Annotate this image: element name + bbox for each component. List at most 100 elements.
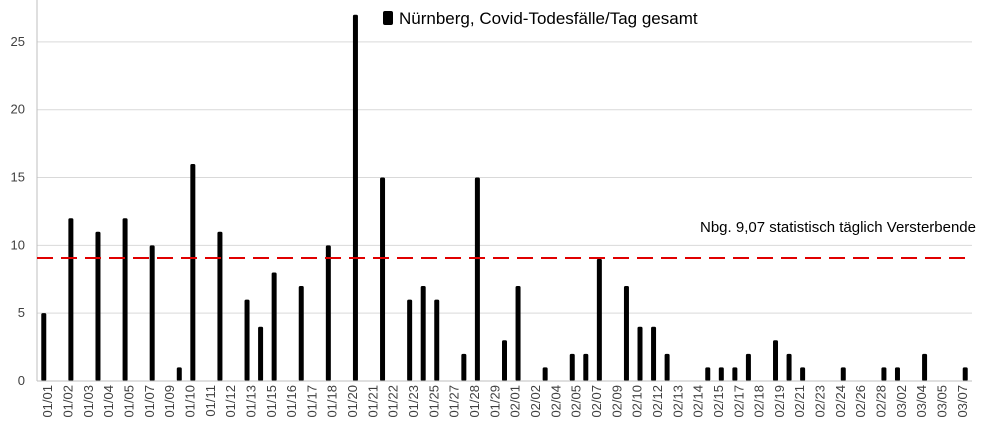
- bar: [217, 231, 223, 381]
- bar: [542, 367, 548, 381]
- bar: [718, 367, 724, 381]
- x-tick-label: 02/05: [569, 385, 584, 418]
- bar: [244, 299, 250, 381]
- bar: [732, 367, 738, 381]
- bar: [705, 367, 711, 381]
- bar: [122, 218, 128, 381]
- y-axis-ticks: 0 5 10 15 20 25: [11, 34, 25, 388]
- x-tick-label: 02/23: [813, 385, 828, 418]
- x-tick-label: 01/11: [203, 385, 218, 417]
- x-tick-label: 01/18: [325, 385, 340, 418]
- bar: [461, 353, 467, 381]
- bar: [95, 231, 101, 381]
- reference-label: Nbg. 9,07 statistisch täglich Versterben…: [700, 219, 976, 236]
- y-tick-label: 25: [11, 34, 25, 49]
- x-tick-label: 01/03: [81, 385, 96, 418]
- x-tick-label: 03/02: [894, 385, 909, 418]
- x-tick-label: 02/07: [589, 385, 604, 418]
- bar: [786, 353, 792, 381]
- bar: [434, 299, 440, 381]
- x-tick-label: 02/18: [752, 385, 767, 418]
- x-tick-label: 01/15: [264, 385, 279, 418]
- x-tick-label: 01/21: [365, 385, 380, 418]
- bar: [474, 177, 480, 381]
- x-tick-label: 03/05: [935, 385, 950, 418]
- y-tick-label: 0: [18, 373, 25, 388]
- bar: [380, 177, 386, 381]
- x-tick-label: 01/12: [223, 385, 238, 418]
- x-tick-label: 01/13: [243, 385, 258, 418]
- bar: [881, 367, 887, 381]
- y-tick-label: 10: [11, 237, 25, 252]
- bar: [800, 367, 806, 381]
- bar: [583, 353, 589, 381]
- x-tick-label: 02/19: [772, 385, 787, 418]
- bar: [623, 286, 629, 381]
- bar: [298, 286, 304, 381]
- legend-swatch: [383, 11, 393, 25]
- bar: [962, 367, 968, 381]
- bar: [922, 353, 928, 381]
- bar: [894, 367, 900, 381]
- legend-label: Nürnberg, Covid-Todesfälle/Tag gesamt: [399, 9, 698, 28]
- x-tick-label: 02/09: [609, 385, 624, 418]
- x-tick-label: 01/16: [284, 385, 299, 418]
- x-tick-label: 01/07: [142, 385, 157, 418]
- bar: [502, 340, 507, 381]
- bar: [515, 286, 521, 381]
- bar: [637, 326, 643, 381]
- x-tick-label: 01/23: [406, 385, 421, 418]
- bar: [596, 258, 602, 381]
- bar: [41, 313, 47, 381]
- bar: [190, 163, 196, 381]
- bars: [41, 14, 968, 381]
- bar: [840, 367, 846, 381]
- gridlines: [37, 41, 972, 314]
- x-tick-label: 01/29: [487, 385, 502, 418]
- x-tick-label: 03/07: [955, 385, 970, 418]
- x-tick-label: 02/17: [731, 385, 746, 418]
- bar: [352, 14, 358, 381]
- bar: [420, 286, 426, 381]
- bar: [651, 326, 657, 381]
- x-tick-label: 01/25: [426, 385, 441, 418]
- x-tick-label: 02/13: [670, 385, 685, 418]
- x-tick-label: 01/27: [447, 385, 462, 418]
- x-tick-label: 02/24: [833, 385, 848, 418]
- x-tick-label: 01/20: [345, 385, 360, 418]
- bar: [68, 218, 74, 381]
- x-tick-label: 01/01: [40, 385, 55, 418]
- x-tick-label: 01/09: [162, 385, 177, 418]
- bar: [745, 353, 751, 381]
- x-tick-label: 01/04: [101, 385, 116, 418]
- bar: [271, 272, 277, 381]
- x-axis-ticks: 01/01 01/02 01/03 01/04 01/05 01/07 01/09 01/10…: [40, 385, 970, 418]
- bar: [664, 353, 670, 381]
- x-tick-label: 02/04: [548, 385, 563, 418]
- bar: [773, 340, 779, 381]
- x-tick-label: 01/17: [304, 385, 319, 418]
- x-tick-label: 01/02: [60, 385, 75, 418]
- x-tick-label: 02/26: [853, 385, 868, 418]
- x-tick-label: 02/12: [650, 385, 665, 418]
- bar: [325, 245, 331, 381]
- bar: [569, 353, 575, 381]
- x-tick-label: 02/14: [691, 385, 706, 418]
- y-tick-label: 15: [11, 170, 25, 185]
- x-tick-label: 01/28: [467, 385, 482, 418]
- bar: [176, 367, 182, 381]
- x-tick-label: 02/21: [792, 385, 807, 418]
- x-tick-label: 03/04: [914, 385, 929, 418]
- x-tick-label: 02/28: [874, 385, 889, 418]
- y-tick-label: 5: [18, 305, 25, 320]
- x-tick-label: 02/01: [508, 385, 523, 418]
- bar: [149, 245, 155, 381]
- legend: Nürnberg, Covid-Todesfälle/Tag gesamt: [383, 9, 698, 28]
- x-tick-label: 01/10: [182, 385, 197, 418]
- bar: [258, 326, 264, 381]
- y-tick-label: 20: [11, 102, 25, 117]
- x-tick-label: 02/02: [528, 385, 543, 418]
- x-tick-label: 01/22: [386, 385, 401, 418]
- bar: [407, 299, 413, 381]
